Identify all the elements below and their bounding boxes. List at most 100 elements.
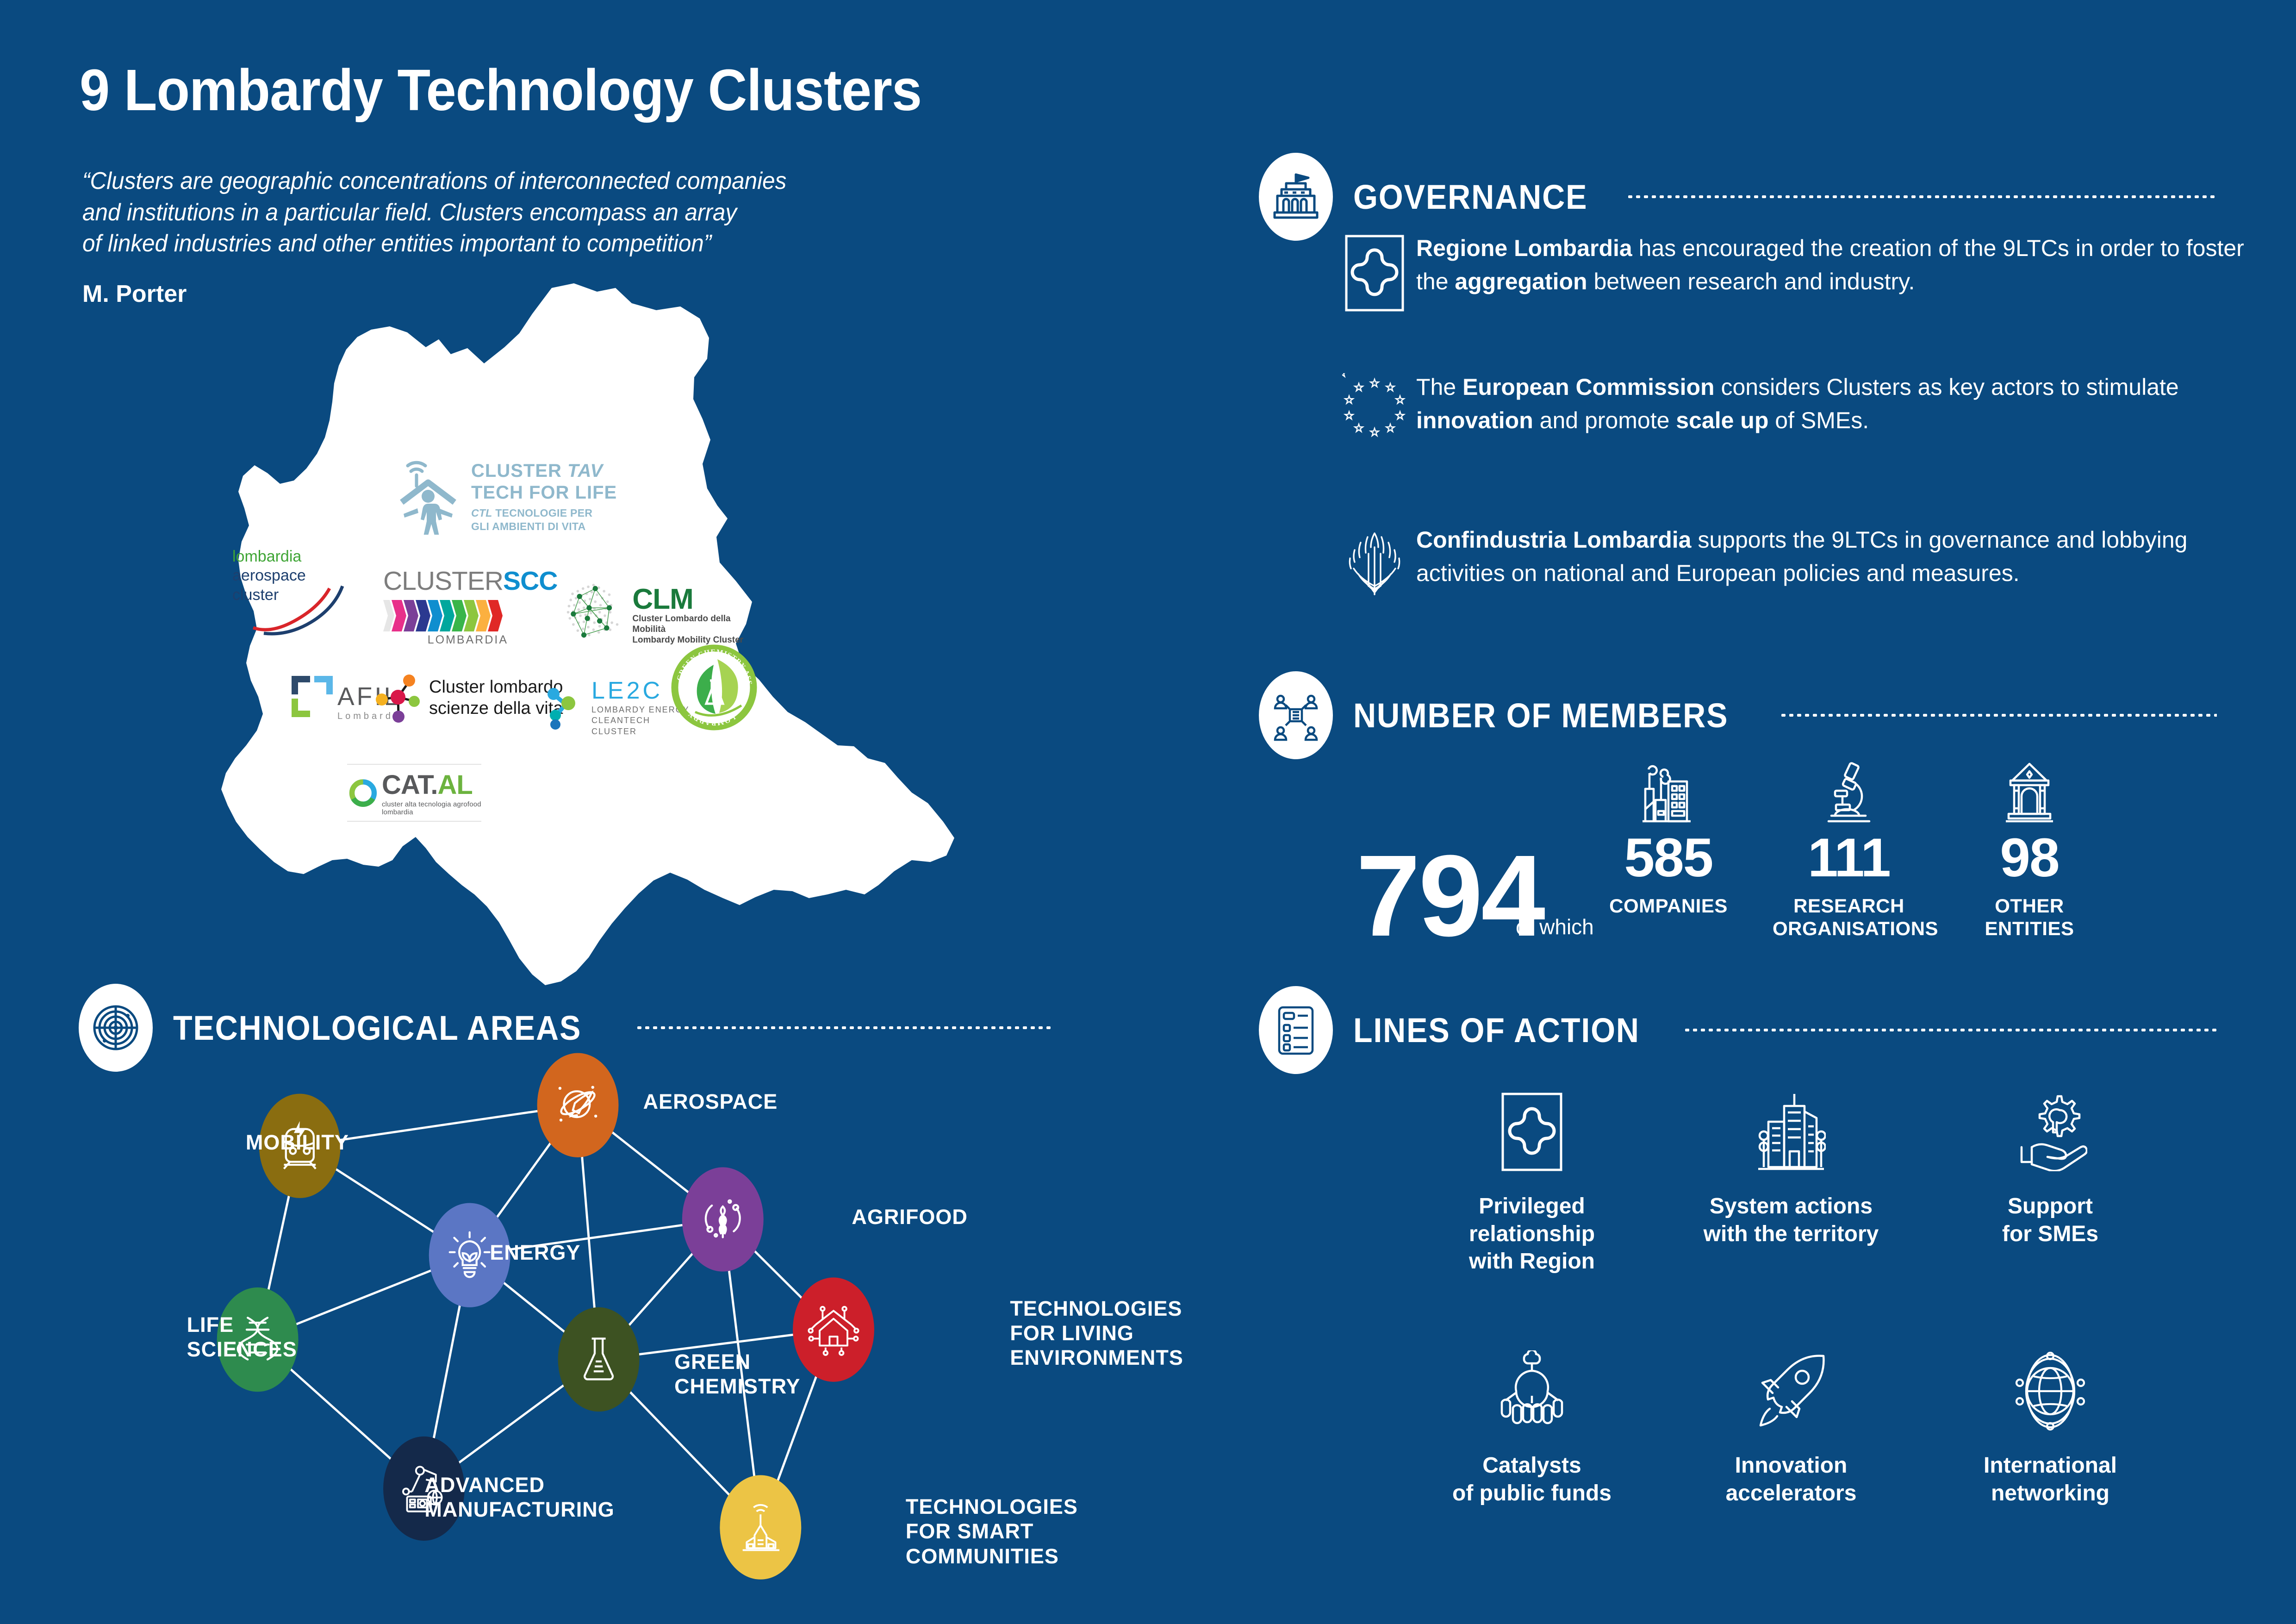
catal-subtitle: cluster alta tecnologia agrofood lombard… [381,800,481,816]
afil-bracket-icon [292,676,333,717]
network-node-label-agrifood: AGRIFOOD [852,1205,968,1229]
governance-item-confindustria: Confindustria Lombardia supports the 9LT… [1333,523,2263,600]
network-node-label-life-sciences: LIFE SCIENCES [187,1312,297,1361]
loa-label: International networking [1983,1453,2117,1505]
other-label: OTHER ENTITIES [1985,894,2074,940]
institution-icon [1953,759,2106,824]
lombardy-map: CLUSTER TAV TECH FOR LIFE CTL TECNOLOGIE… [208,278,1018,995]
clm-line-1: Cluster Lombardo della Mobilità [632,613,731,634]
technological-areas-network: MOBILITY AEROSPACE ENERGY AGRIFOOD LIFE SCIEN… [56,1042,1183,1588]
city-buildings-icon [1671,1083,1911,1181]
loa-label: Support for SMEs [2002,1194,2099,1246]
network-node-advanced-mfg[interactable] [383,1436,465,1541]
governance-title: GOVERNANCE [1353,177,1588,216]
network-node-tech-living-env[interactable] [793,1277,874,1382]
section-technological-areas-header: TECHNOLOGICAL AREAS [79,984,1051,1072]
catal-wordmark: CAT.AL [381,770,473,800]
clm-acronym: CLM [632,583,693,615]
hand-gear-wrench-icon [1930,1083,2171,1181]
tav-title-line-1: CLUSTER TAV [471,461,604,481]
bulb-leaf-icon [448,1231,491,1278]
members-total: 794 [1356,831,1545,960]
scc-subtitle: LOMBARDIA [427,633,508,646]
loa-item-catalysts-public-funds: Catalysts of public funds [1412,1343,1652,1507]
governance-item-text: The European Commission considers Cluste… [1416,374,2179,433]
rocket-icon [1671,1343,1911,1440]
aerospace-line-1: lombardia [232,548,302,565]
network-node-tech-smart-comm[interactable] [720,1475,802,1580]
quote-line-1: “Clusters are geographic concentrations … [82,168,787,194]
loa-label: Innovation accelerators [1725,1453,1857,1505]
rosa-camuna-icon [1333,231,1416,312]
governance-item-european-commission: The European Commission considers Cluste… [1333,370,2263,443]
header-dotted-rule [1779,714,2217,717]
other-value: 98 [2000,827,2060,888]
network-node-energy[interactable] [429,1203,510,1307]
header-dotted-rule [635,1026,1051,1029]
companies-label: COMPANIES [1609,894,1728,917]
rosa-camuna-framed-icon [1412,1083,1652,1181]
clipboard-checklist-icon [1259,986,1333,1074]
header-dotted-rule [1683,1029,2217,1031]
header-dotted-rule [1626,195,2217,198]
logo-cluster-lombardo-scienze-della-vita: Cluster lombardo scienze della vita [373,670,567,726]
le2c-molecule-icon [547,688,575,730]
people-funds-icon [1412,1343,1652,1440]
logo-cat-al: CAT.AL cluster alta tecnologia agrofood … [347,764,481,822]
loa-item-support-for-smes: Support for SMEs [1930,1083,2171,1248]
members-breakdown: 794 of which [1356,759,2263,1000]
members-column-research: 111 RESEARCH ORGANISATIONS [1773,759,1938,940]
le2c-sub-2: CLEANTECH CLUSTER [591,716,651,736]
european-union-stars-icon [1333,370,1416,443]
loa-item-privileged-relationship: Privileged relationship with Region [1412,1083,1652,1275]
network-edge [469,1218,723,1256]
logo-lombardy-green-chemistry-association: GREEN CHEMISTRY ASSOCIATION LOMBARDY [668,638,759,733]
companies-value: 585 [1624,827,1714,888]
le2c-acronym: LE2C [591,677,663,704]
dna-icon [236,1317,279,1361]
page-title: 9 Lombardy Technology Clusters [80,57,922,123]
clm-network-map-icon [566,583,619,638]
number-of-members-title: NUMBER OF MEMBERS [1353,696,1729,735]
section-governance-header: GOVERNANCE [1259,153,2217,241]
loa-item-system-actions: System actions with the territory [1671,1083,1911,1248]
quote-author: M. Porter [82,281,187,307]
globe-network-icon [1930,1343,2171,1440]
section-number-of-members-header: NUMBER OF MEMBERS [1259,671,2217,759]
clsv-line-1: Cluster lombardo [429,677,563,697]
logo-afil-lombardia: AFIL Lombardia [288,671,427,722]
robot-arm-icon [402,1466,443,1512]
logo-cluster-scc-lombardia: CLUSTERSCC LOMBARDIA [383,566,558,647]
members-column-other: 98 OTHER ENTITIES [1953,759,2106,940]
network-edge [299,1104,578,1147]
le2c-sub-1: LOMBARDY ENERGY [591,705,690,714]
of-which-label: of which [1516,915,1594,939]
technological-areas-title: TECHNOLOGICAL AREAS [173,1008,582,1047]
scc-word-2: SCC [503,566,558,596]
factory-icon [1592,759,1745,824]
lines-of-action-title: LINES OF ACTION [1353,1011,1640,1049]
aerospace-swoosh-icon [252,585,344,636]
house-wifi-person-icon [400,461,456,535]
network-node-green-chemistry[interactable] [558,1307,640,1412]
aerospace-line-3: cluster [232,586,279,604]
microscope-icon [1773,759,1925,824]
molecule-icon [376,675,420,723]
green-chemistry-seal-icon: GREEN CHEMISTRY ASSOCIATION LOMBARDY [668,638,757,731]
clsv-line-2: scienze della vita [429,699,563,718]
network-node-mobility[interactable] [259,1093,341,1198]
network-node-label-tech-living-env: TECHNOLOGIES FOR LIVING ENVIRONMENTS [1010,1297,1183,1370]
network-node-aerospace[interactable] [537,1053,619,1157]
loa-item-international-networking: International networking [1930,1343,2171,1507]
members-column-companies: 585 COMPANIES [1592,759,1745,917]
network-node-label-energy: ENERGY [490,1241,581,1265]
aerospace-line-2: aerospace [232,567,306,585]
network-node-life-sciences[interactable] [217,1287,299,1392]
network-node-label-tech-smart-comm: TECHNOLOGIES FOR SMART COMMUNITIES [905,1495,1078,1568]
logo-le2c: LE2C LOMBARDY ENERGY CLEANTECH CLUSTER [541,677,699,737]
network-node-agrifood[interactable] [682,1167,764,1272]
people-network-icon [1259,671,1333,759]
logo-clm-lombardy-mobility-cluster: CLM Cluster Lombardo della Mobilità Lomb… [565,579,759,653]
flask-icon [584,1337,614,1380]
